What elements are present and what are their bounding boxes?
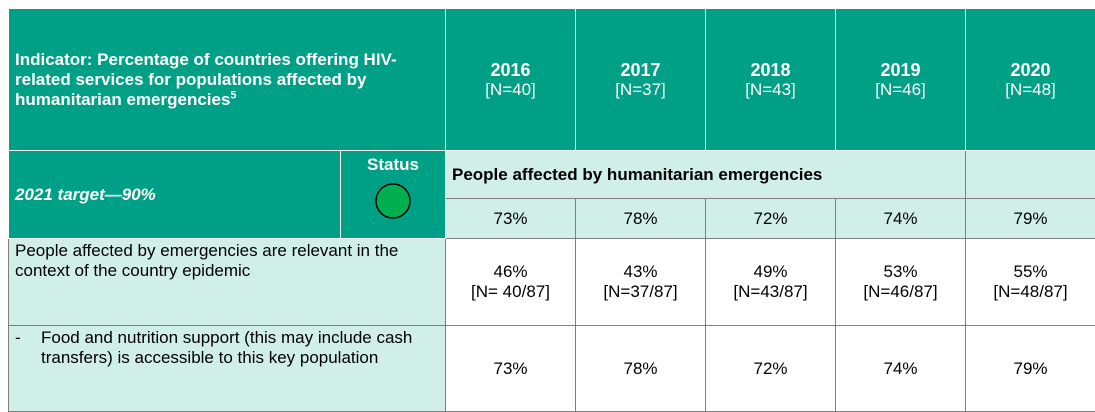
footnote: 5 <box>230 89 236 101</box>
target-label: 2021 target—90% <box>15 185 156 204</box>
value-cell: 46%[N= 40/87] <box>446 239 576 326</box>
year-n: [N=37] <box>582 80 699 100</box>
year-cell: 2018[N=43] <box>706 9 836 151</box>
target-value: 73% <box>493 209 527 228</box>
row-label-cell: -Food and nutrition support (this may in… <box>9 326 446 412</box>
value-n: [N=43/87] <box>712 282 829 302</box>
year: 2019 <box>842 60 959 80</box>
year: 2020 <box>972 60 1089 80</box>
value-n: [N= 40/87] <box>452 282 569 302</box>
value-cell: 79% <box>966 326 1095 412</box>
status-cell: Status <box>341 151 446 239</box>
value-n: [N=37/87] <box>582 282 699 302</box>
row-label-cell: People affected by emergencies are relev… <box>9 239 446 326</box>
value-cell: 72% <box>706 326 836 412</box>
value: 78% <box>582 359 699 379</box>
indicator-table: Indicator: Percentage of countries offer… <box>8 8 1095 412</box>
year-n: [N=46] <box>842 80 959 100</box>
section-label: People affected by humanitarian emergenc… <box>452 165 822 184</box>
row-label: Food and nutrition support (this may inc… <box>41 328 439 368</box>
value-n: [N=46/87] <box>842 282 959 302</box>
value-cell: 55%[N=48/87] <box>966 239 1095 326</box>
year-n: [N=40] <box>452 80 569 100</box>
value: 53% <box>842 262 959 282</box>
value: 43% <box>582 262 699 282</box>
target-value: 72% <box>753 209 787 228</box>
value: 55% <box>972 262 1089 282</box>
year-cell: 2019[N=46] <box>836 9 966 151</box>
value: 79% <box>972 359 1089 379</box>
value-cell: 74% <box>836 326 966 412</box>
year: 2018 <box>712 60 829 80</box>
value: 46% <box>452 262 569 282</box>
bullet-dash: - <box>15 328 41 368</box>
year-n: [N=43] <box>712 80 829 100</box>
section-empty-cell <box>966 151 1095 199</box>
row-label: People affected by emergencies are relev… <box>15 241 398 280</box>
target-value-cell: 73% <box>446 199 576 239</box>
value-cell: 53%[N=46/87] <box>836 239 966 326</box>
year-cell: 2016[N=40] <box>446 9 576 151</box>
indicator-cell: Indicator: Percentage of countries offer… <box>9 9 446 151</box>
status-icon <box>373 181 413 221</box>
year: 2017 <box>582 60 699 80</box>
status-label: Status <box>347 155 439 175</box>
value-cell: 73% <box>446 326 576 412</box>
value-cell: 49%[N=43/87] <box>706 239 836 326</box>
section-cell: People affected by humanitarian emergenc… <box>446 151 966 199</box>
value-n: [N=48/87] <box>972 282 1089 302</box>
target-value: 79% <box>1013 209 1047 228</box>
data-row: People affected by emergencies are relev… <box>9 239 1095 326</box>
indicator-text: Indicator: Percentage of countries offer… <box>15 50 397 109</box>
target-value-cell: 79% <box>966 199 1095 239</box>
year-n: [N=48] <box>972 80 1089 100</box>
target-value: 78% <box>623 209 657 228</box>
target-value-cell: 78% <box>576 199 706 239</box>
target-value-cell: 72% <box>706 199 836 239</box>
value: 49% <box>712 262 829 282</box>
value: 72% <box>712 359 829 379</box>
target-cell: 2021 target—90% <box>9 151 341 239</box>
target-value: 74% <box>883 209 917 228</box>
target-value-cell: 74% <box>836 199 966 239</box>
data-row: -Food and nutrition support (this may in… <box>9 326 1095 412</box>
value: 73% <box>452 359 569 379</box>
year-cell: 2020[N=48] <box>966 9 1095 151</box>
year-cell: 2017[N=37] <box>576 9 706 151</box>
value: 74% <box>842 359 959 379</box>
bullet-item: -Food and nutrition support (this may in… <box>15 328 439 368</box>
value-cell: 78% <box>576 326 706 412</box>
value-cell: 43%[N=37/87] <box>576 239 706 326</box>
year: 2016 <box>452 60 569 80</box>
